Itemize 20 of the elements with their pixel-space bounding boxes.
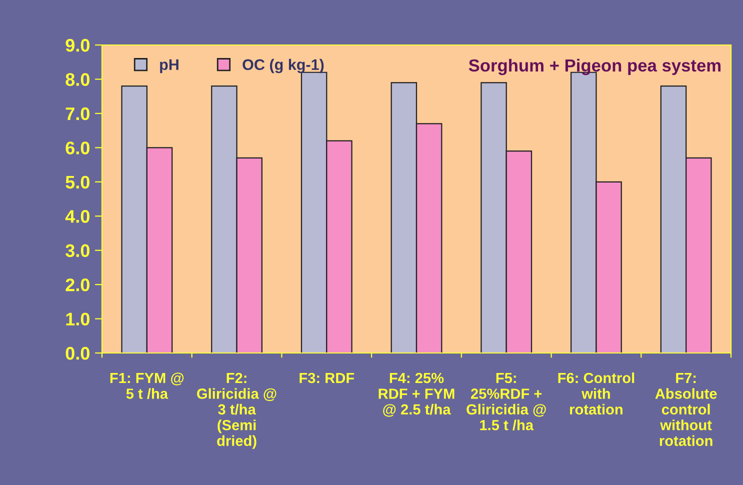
x-tick-label: F1: FYM @ 5 t /ha [110,372,184,400]
x-tick-label: F2: Gliricidia @ 3 t/ha (Semi dried) [197,372,276,449]
x-tick-label: F6: Control with rotation [558,372,634,415]
x-tick-label: F5: 25%RDF + Gliricidia @ 1.5 t /ha [466,372,546,430]
legend-label: pH [160,59,178,74]
y-tick-label: 3.0 [66,244,90,258]
x-tick-label: F7: Absolute control without rotation [655,372,717,446]
x-tick-label: F3: RDF [300,372,354,384]
y-tick-label: 6.0 [66,142,90,154]
y-tick-label: 7.0 [66,107,90,120]
y-tick-label: 9.0 [66,38,90,52]
y-tick-label: 5.0 [66,176,90,189]
annotation: Sorghum + Pigeon pea system [468,58,720,76]
legend-label: OC (g kg-1) [242,58,324,74]
x-tick-label: F4: 25% RDF + FYM @ 2.5 t/ha [378,372,454,417]
y-tick-label: 2.0 [66,278,90,292]
y-tick-label: 0.0 [66,346,90,360]
y-tick-label: 1.0 [66,312,90,326]
y-tick-label: 4.0 [65,210,90,223]
y-tick-label: 8.0 [66,73,90,86]
